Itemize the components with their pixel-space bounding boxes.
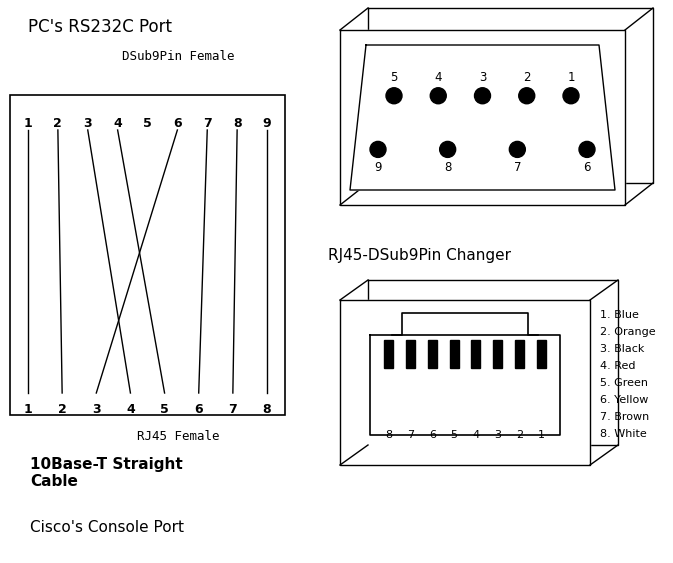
Text: 8: 8 xyxy=(233,117,242,130)
Text: 6: 6 xyxy=(173,117,182,130)
Polygon shape xyxy=(350,45,615,190)
Text: 8: 8 xyxy=(262,403,271,416)
Circle shape xyxy=(474,88,491,104)
Text: 2: 2 xyxy=(516,430,523,440)
Text: 3: 3 xyxy=(479,71,486,84)
Circle shape xyxy=(579,141,595,158)
Circle shape xyxy=(386,88,402,104)
Text: 8. White: 8. White xyxy=(600,429,647,439)
Circle shape xyxy=(439,141,456,158)
Text: 1: 1 xyxy=(24,117,32,130)
Polygon shape xyxy=(370,335,560,435)
Polygon shape xyxy=(340,300,590,465)
Text: 8: 8 xyxy=(444,162,452,175)
Circle shape xyxy=(519,88,535,104)
Text: 4. Red: 4. Red xyxy=(600,361,635,371)
Text: 4: 4 xyxy=(435,71,442,84)
Text: 3: 3 xyxy=(92,403,100,416)
Text: 6: 6 xyxy=(194,403,203,416)
Text: RJ45-DSub9Pin Changer: RJ45-DSub9Pin Changer xyxy=(328,248,511,263)
Polygon shape xyxy=(406,340,415,368)
Text: 1: 1 xyxy=(567,71,575,84)
Circle shape xyxy=(370,141,386,158)
Polygon shape xyxy=(536,340,546,368)
Text: 7. Brown: 7. Brown xyxy=(600,412,649,422)
Polygon shape xyxy=(384,340,394,368)
Text: 1. Blue: 1. Blue xyxy=(600,310,639,320)
Circle shape xyxy=(430,88,446,104)
Text: 4: 4 xyxy=(113,117,122,130)
Text: 5. Green: 5. Green xyxy=(600,378,648,388)
Text: 3: 3 xyxy=(494,430,501,440)
Text: 6: 6 xyxy=(429,430,436,440)
Text: 4: 4 xyxy=(472,430,479,440)
Text: 9: 9 xyxy=(262,117,271,130)
Text: 7: 7 xyxy=(513,162,521,175)
Circle shape xyxy=(563,88,579,104)
Text: DSub9Pin Female: DSub9Pin Female xyxy=(122,50,234,63)
Text: 5: 5 xyxy=(143,117,152,130)
Text: 7: 7 xyxy=(228,403,237,416)
Text: 5: 5 xyxy=(451,430,458,440)
Text: RJ45 Female: RJ45 Female xyxy=(137,430,219,443)
Circle shape xyxy=(509,141,526,158)
Polygon shape xyxy=(450,340,458,368)
Text: 9: 9 xyxy=(374,162,382,175)
Text: 3: 3 xyxy=(83,117,92,130)
Text: 7: 7 xyxy=(407,430,414,440)
Text: Cisco's Console Port: Cisco's Console Port xyxy=(30,520,184,535)
Text: 1: 1 xyxy=(538,430,544,440)
Text: 2: 2 xyxy=(523,71,530,84)
Text: 2. Orange: 2. Orange xyxy=(600,327,656,337)
Polygon shape xyxy=(515,340,524,368)
Text: 6: 6 xyxy=(583,162,591,175)
Text: 5: 5 xyxy=(390,71,398,84)
Polygon shape xyxy=(493,340,502,368)
Text: 4: 4 xyxy=(126,403,135,416)
Text: 2: 2 xyxy=(58,403,67,416)
Text: 10Base-T Straight
Cable: 10Base-T Straight Cable xyxy=(30,457,183,489)
Text: 5: 5 xyxy=(160,403,169,416)
Text: 8: 8 xyxy=(386,430,392,440)
Text: 2: 2 xyxy=(53,117,62,130)
Text: 7: 7 xyxy=(203,117,211,130)
Polygon shape xyxy=(471,340,481,368)
Bar xyxy=(10,95,285,415)
Text: 1: 1 xyxy=(24,403,32,416)
Polygon shape xyxy=(428,340,437,368)
Text: 3. Black: 3. Black xyxy=(600,344,644,354)
Text: PC's RS232C Port: PC's RS232C Port xyxy=(28,18,172,36)
Text: 6. Yellow: 6. Yellow xyxy=(600,395,648,405)
Polygon shape xyxy=(340,30,625,205)
